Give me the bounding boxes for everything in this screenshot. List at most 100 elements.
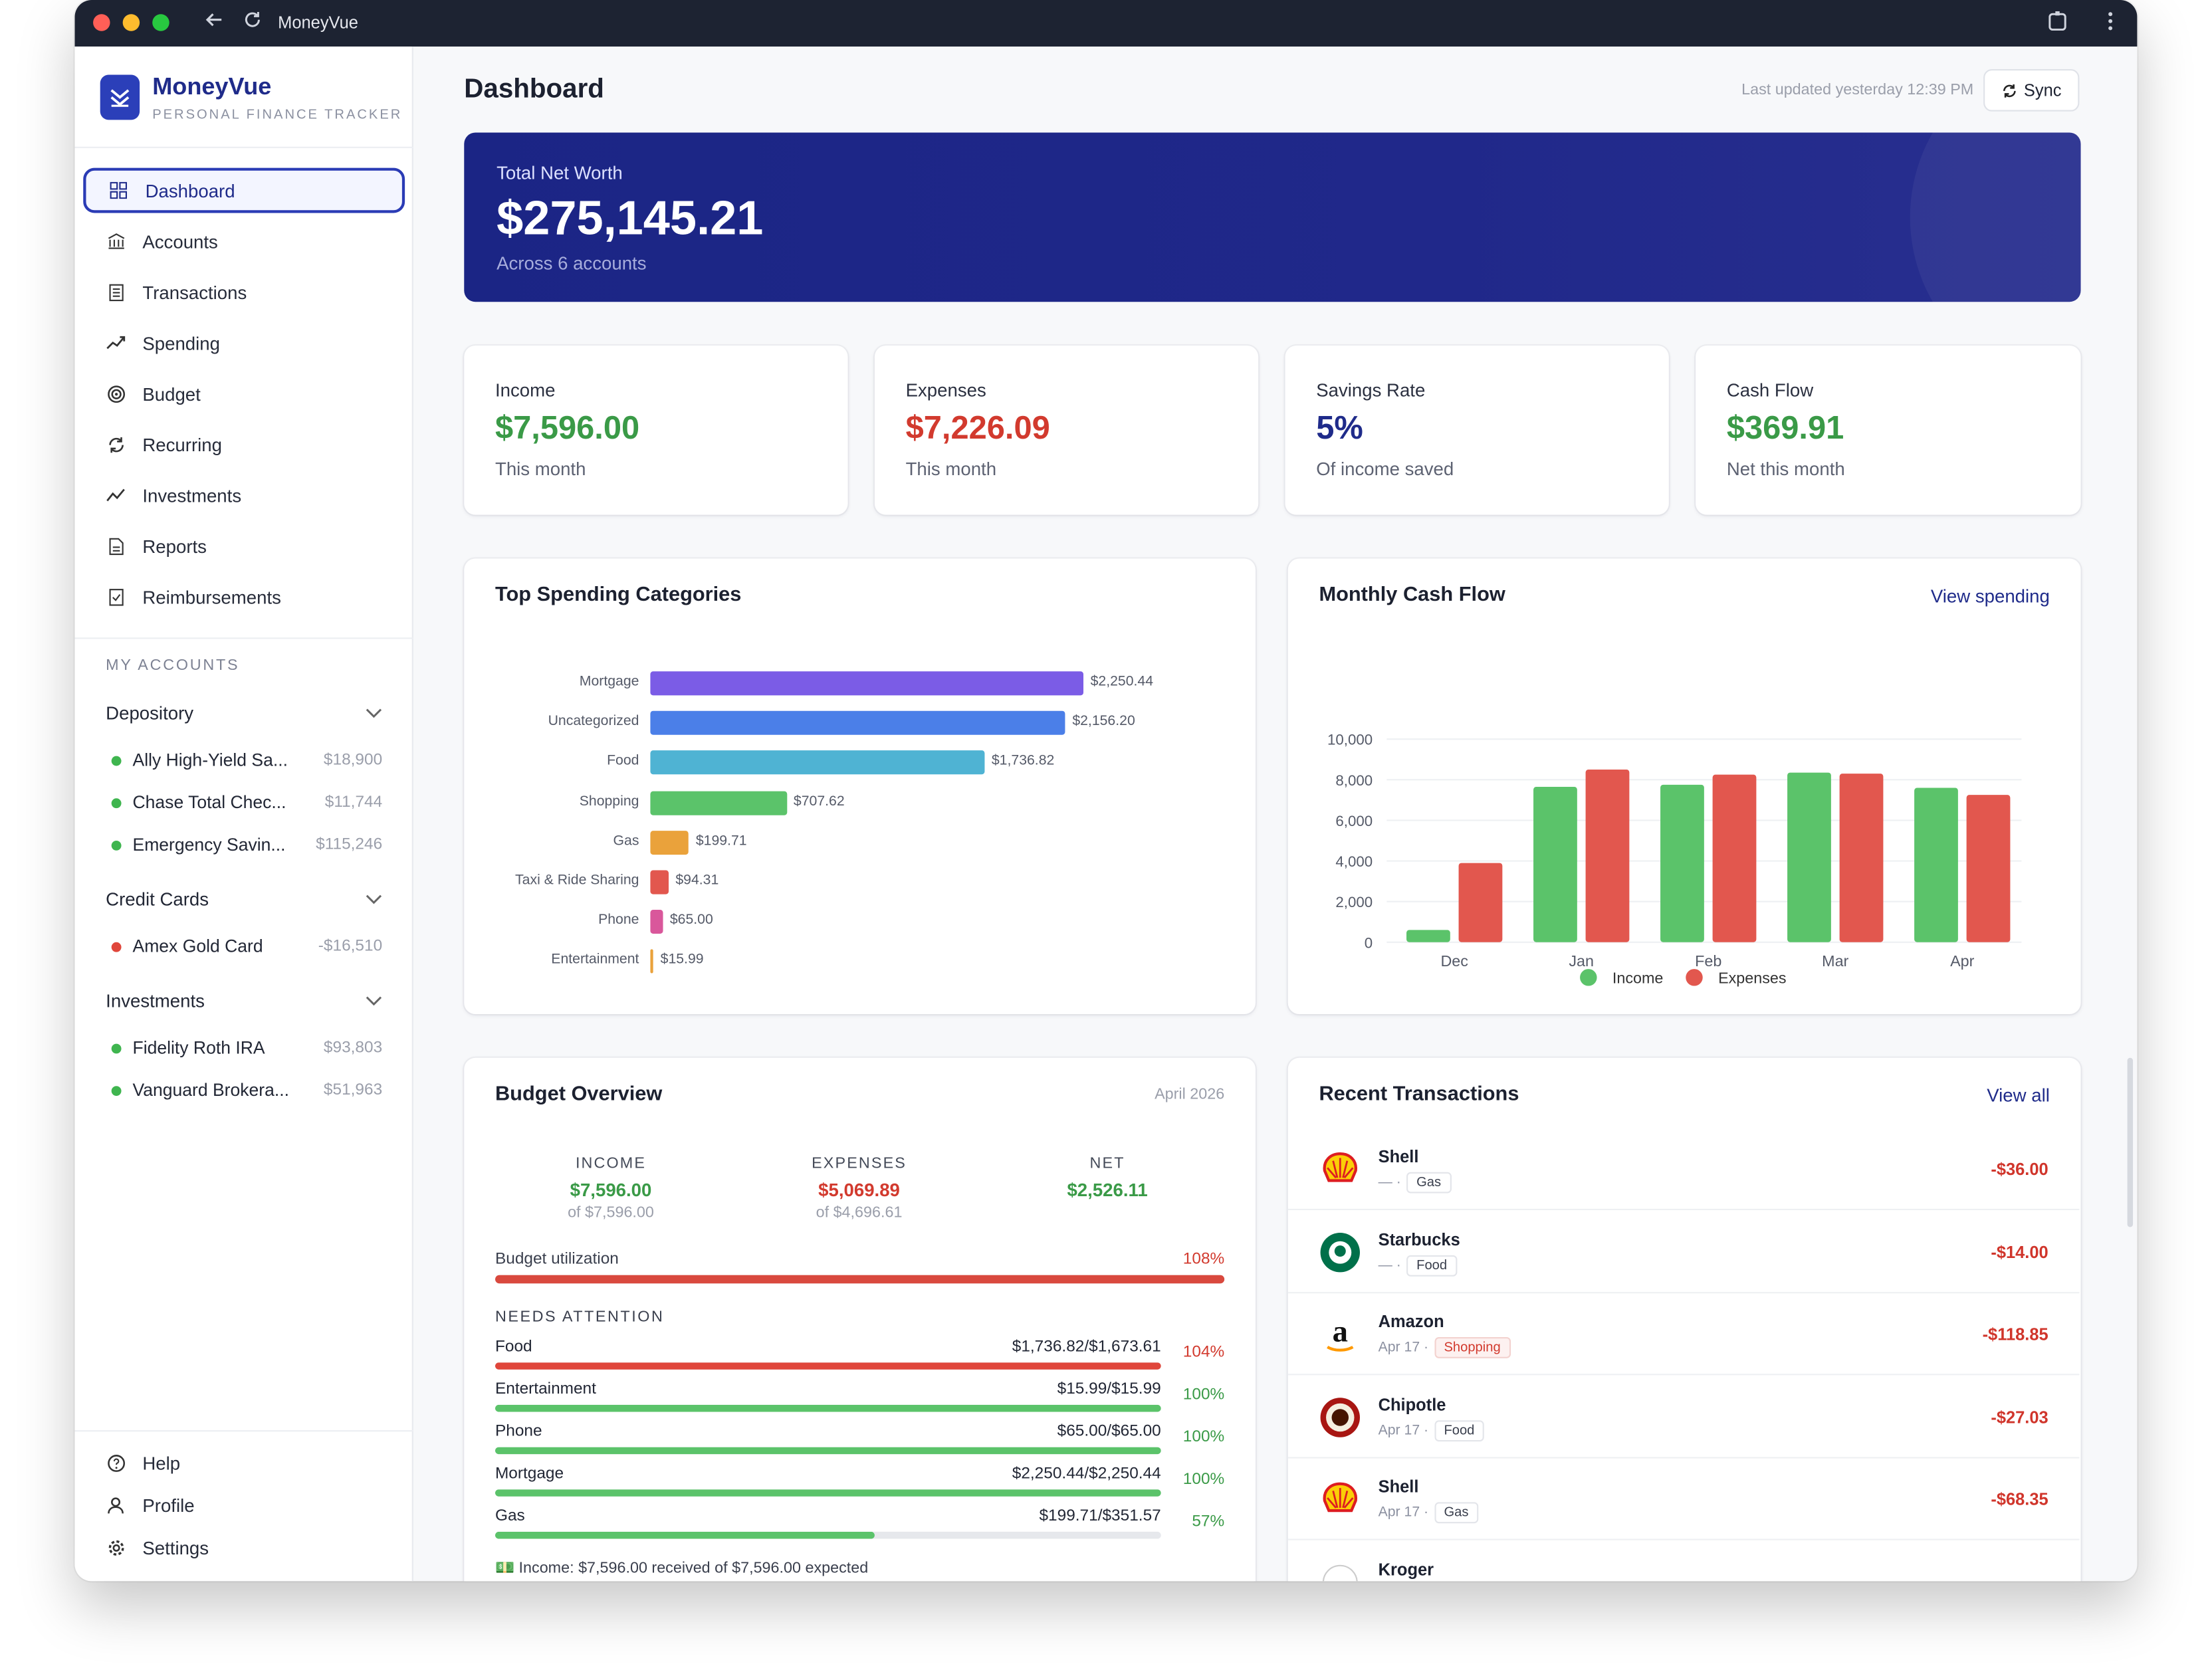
- group-name: Investments: [106, 990, 205, 1011]
- more-menu-icon[interactable]: [2106, 10, 2115, 37]
- category-badge: Food: [1434, 1419, 1485, 1441]
- spending-bar[interactable]: [650, 671, 1084, 696]
- refresh-icon: [103, 435, 128, 454]
- my-accounts-label: MY ACCOUNTS: [106, 657, 240, 675]
- spending-bar[interactable]: [650, 870, 669, 894]
- transaction-row[interactable]: a Amazon Apr 17 · Shopping -$118.85: [1287, 1293, 2080, 1376]
- group-credit-cards[interactable]: Credit Cards: [106, 889, 382, 910]
- nav-transactions[interactable]: Transactions: [83, 269, 405, 314]
- close-window-button[interactable]: [93, 14, 110, 31]
- cash-flow-bar-income[interactable]: [1660, 784, 1704, 942]
- budget-item-progress: [495, 1404, 1161, 1412]
- gear-icon: [103, 1538, 128, 1556]
- cash-flow-bar-expenses[interactable]: [1458, 863, 1503, 942]
- account-item[interactable]: Amex Gold Card -$16,510: [111, 936, 383, 956]
- merchant-name: Kroger: [1378, 1559, 1434, 1580]
- card-title: Monthly Cash Flow: [1319, 583, 1505, 607]
- transaction-row[interactable]: Starbucks — · Food -$14.00: [1287, 1211, 2080, 1293]
- nav-settings[interactable]: Settings: [83, 1526, 405, 1568]
- nav-investments[interactable]: Investments: [83, 472, 405, 518]
- user-icon: [103, 1496, 128, 1515]
- account-item[interactable]: Emergency Savin... $115,246: [111, 835, 383, 855]
- shell-logo-icon: [1319, 1478, 1361, 1521]
- budget-expenses-label: EXPENSES: [812, 1155, 907, 1172]
- transaction-row[interactable]: Shell Apr 17 · Gas -$68.35: [1287, 1459, 2080, 1540]
- sync-button[interactable]: Sync: [1983, 68, 2080, 112]
- spending-bar[interactable]: [650, 790, 787, 815]
- transaction-meta: Apr 17 · Shopping: [1379, 1337, 1511, 1358]
- back-arrow-icon[interactable]: [205, 10, 225, 34]
- category-badge: Food: [1406, 1254, 1457, 1276]
- cash-flow-bar-income[interactable]: [1406, 930, 1450, 942]
- view-spending-link[interactable]: View spending: [1930, 585, 2050, 607]
- budget-item-percent: 100%: [1182, 1428, 1225, 1446]
- budget-item-progress: [495, 1362, 1161, 1370]
- budget-item-fill: [495, 1404, 1161, 1412]
- budget-item-progress: [495, 1447, 1161, 1455]
- minimize-window-button[interactable]: [122, 14, 140, 31]
- account-name: Vanguard Brokera...: [132, 1080, 289, 1101]
- divider: [74, 1430, 413, 1432]
- cash-flow-bar-expenses[interactable]: [1712, 774, 1757, 942]
- reload-icon[interactable]: [243, 10, 263, 34]
- spending-bar-row: Gas $199.71: [498, 830, 1260, 855]
- shell-logo-icon: [1319, 1148, 1361, 1191]
- nav-reimbursements[interactable]: Reimbursements: [83, 574, 405, 619]
- spending-bar[interactable]: [650, 750, 985, 776]
- spending-bar[interactable]: [650, 950, 654, 974]
- card-title: Top Spending Categories: [495, 583, 742, 607]
- spending-bar[interactable]: [650, 711, 1065, 736]
- transaction-row[interactable]: Shell — · Gas -$36.00: [1287, 1128, 2080, 1211]
- scrollbar[interactable]: [2127, 1057, 2134, 1227]
- bank-icon: [103, 233, 128, 249]
- nav-budget[interactable]: Budget: [83, 371, 405, 416]
- spending-bar[interactable]: [650, 830, 689, 855]
- nav-help[interactable]: Help: [83, 1441, 405, 1484]
- bar-value-label: $199.71: [695, 833, 747, 849]
- cash-flow-bar-expenses[interactable]: [1839, 774, 1884, 942]
- account-name: Ally High-Yield Sa...: [132, 750, 288, 770]
- bar-category-label: Phone: [598, 912, 639, 928]
- transaction-date: — ·: [1378, 1174, 1401, 1191]
- group-depository[interactable]: Depository: [106, 702, 382, 724]
- transaction-row[interactable]: Chipotle Apr 17 · Food -$27.03: [1287, 1376, 2080, 1458]
- zoom-window-button[interactable]: [152, 14, 169, 31]
- account-balance: $115,246: [316, 836, 383, 854]
- nav-recurring[interactable]: Recurring: [83, 422, 405, 467]
- transaction-row[interactable]: Kroger: [1288, 1541, 2080, 1582]
- account-item[interactable]: Fidelity Roth IRA $93,803: [111, 1038, 382, 1058]
- merchant-name: Chipotle: [1378, 1394, 1446, 1414]
- nav-spending[interactable]: Spending: [83, 320, 405, 366]
- nav-dashboard[interactable]: Dashboard: [83, 167, 405, 213]
- group-investments[interactable]: Investments: [106, 990, 382, 1011]
- nav-profile[interactable]: Profile: [83, 1484, 405, 1526]
- account-item[interactable]: Chase Total Chec... $11,744: [111, 793, 382, 813]
- status-dot: [111, 941, 122, 952]
- nav-accounts[interactable]: Accounts: [83, 219, 405, 264]
- transaction-meta: Apr 17 · Food: [1379, 1419, 1485, 1441]
- budget-item-name: Food: [495, 1338, 532, 1356]
- view-all-link[interactable]: View all: [1987, 1085, 2050, 1106]
- cash-flow-bar-income[interactable]: [1787, 772, 1831, 942]
- account-item[interactable]: Vanguard Brokera... $51,963: [111, 1080, 382, 1101]
- help-icon: [103, 1453, 128, 1472]
- cash-flow-bar-income[interactable]: [1914, 788, 1958, 942]
- nav-reports[interactable]: Reports: [83, 523, 405, 568]
- account-item[interactable]: Ally High-Yield Sa... $18,900: [111, 750, 382, 770]
- cash-flow-bar-expenses[interactable]: [1966, 795, 2011, 942]
- cash-flow-bar-expenses[interactable]: [1585, 769, 1630, 942]
- cash-flow-bar-chart: 10,000 8,000 6,000 4,000 2,000 0 Dec Jan Feb Mar A…: [1327, 732, 2022, 986]
- budget-item-fill: [495, 1362, 1161, 1370]
- cash-flow-bar-income[interactable]: [1533, 786, 1577, 942]
- category-badge: Gas: [1406, 1172, 1451, 1194]
- budget-period: April 2026: [1155, 1086, 1225, 1103]
- starbucks-logo-icon: [1319, 1231, 1361, 1273]
- bar-value-label: $2,250.44: [1090, 674, 1154, 690]
- extension-icon[interactable]: [2047, 10, 2070, 37]
- chevron-down-icon: [366, 889, 382, 910]
- account-balance: -$16,510: [318, 938, 383, 955]
- spending-bar[interactable]: [650, 910, 663, 934]
- sync-label: Sync: [2023, 80, 2062, 100]
- legend-swatch: [1686, 969, 1703, 986]
- nav-label: Settings: [142, 1536, 209, 1558]
